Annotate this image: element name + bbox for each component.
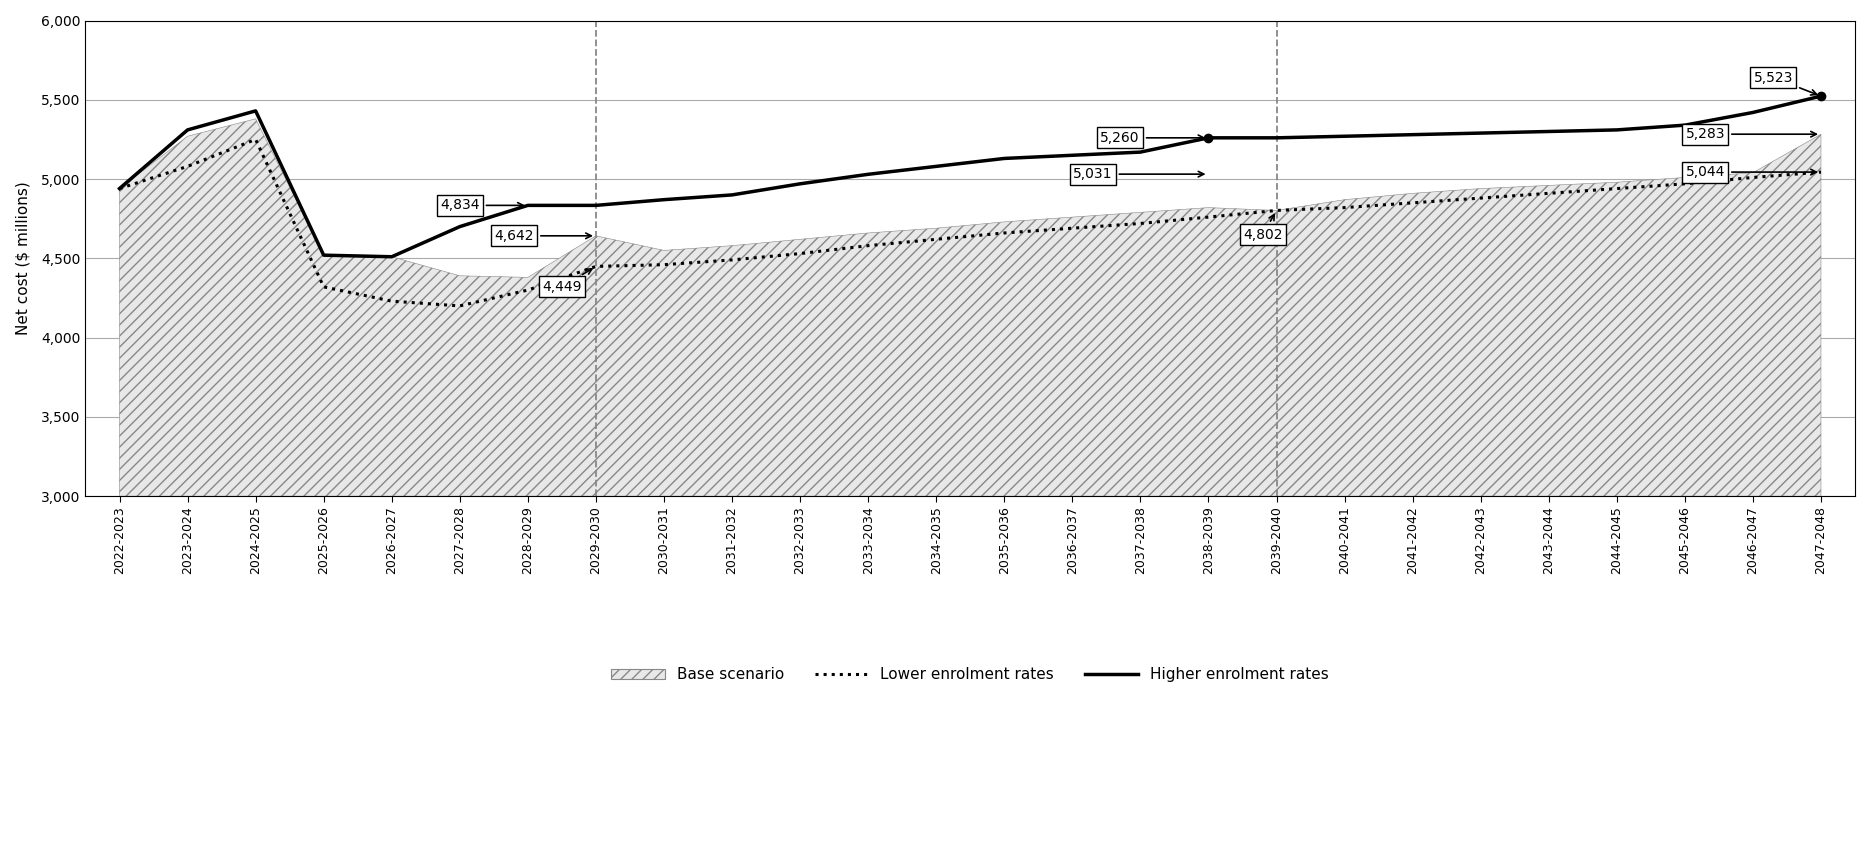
Text: 4,449: 4,449 [542, 268, 593, 294]
Text: 5,283: 5,283 [1685, 127, 1816, 141]
Text: 5,260: 5,260 [1100, 131, 1204, 145]
Legend: Base scenario, Lower enrolment rates, Higher enrolment rates: Base scenario, Lower enrolment rates, Hi… [606, 661, 1335, 689]
Text: 5,044: 5,044 [1685, 165, 1816, 179]
Text: 4,834: 4,834 [439, 198, 524, 213]
Y-axis label: Net cost ($ millions): Net cost ($ millions) [15, 181, 30, 335]
Text: 5,031: 5,031 [1073, 167, 1204, 181]
Text: 4,802: 4,802 [1244, 214, 1283, 241]
Text: 5,523: 5,523 [1754, 71, 1816, 95]
Text: 4,642: 4,642 [494, 229, 591, 243]
